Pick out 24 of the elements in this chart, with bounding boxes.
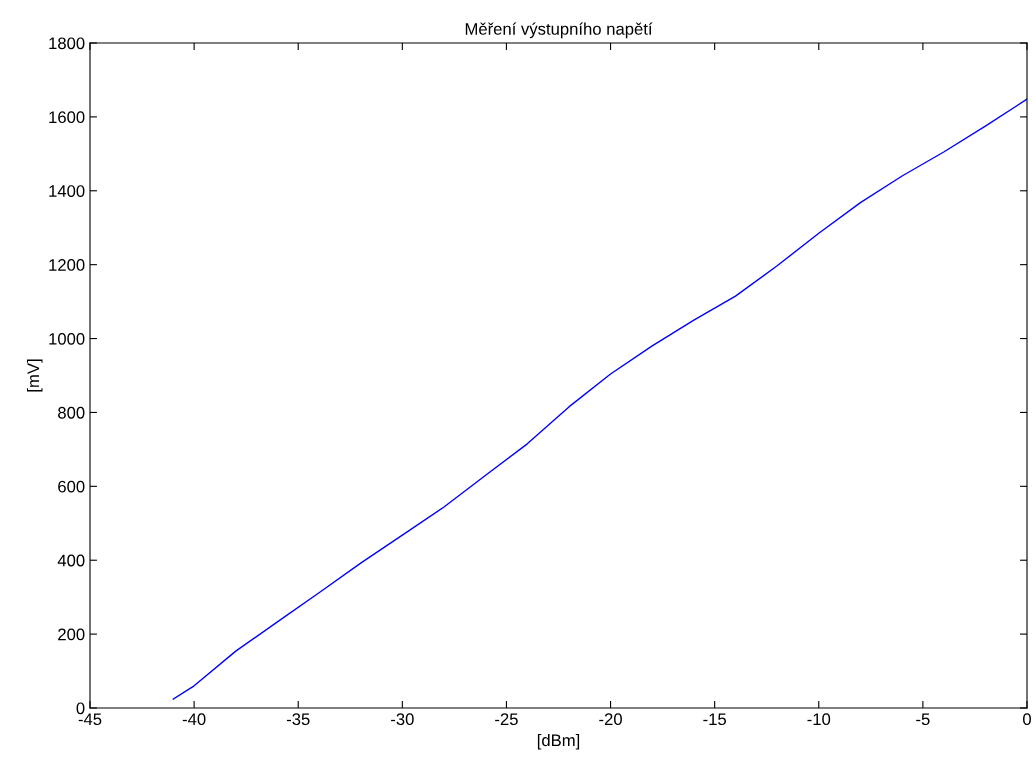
x-tick-label: -5 [916,713,930,726]
y-tick-label: 0 [76,702,85,715]
chart-title: Měření výstupního napětí [465,22,653,39]
x-tick-label: -45 [78,713,102,726]
x-tick-label: -10 [807,713,831,726]
y-tick-label: 800 [58,406,85,419]
y-tick-label: 400 [57,554,85,567]
y-tick-label: 1800 [49,37,85,50]
y-tick-label: 1000 [49,332,85,345]
line-series [172,98,1027,700]
x-tick-label: -40 [182,713,206,726]
y-tick-label: 1200 [49,259,85,271]
x-tick-label: -25 [495,713,518,726]
y-tick-label: 200 [58,628,85,641]
x-axis-title: [dBm] [537,733,580,750]
x-tick-label: -35 [286,713,310,726]
y-axis-title: [mV] [26,359,43,392]
x-tick-label: -30 [391,713,414,726]
y-tick-label: 1400 [49,185,85,197]
x-tick-label: -20 [599,713,622,726]
x-tick-label: -15 [703,713,727,726]
y-tick-label: 600 [58,480,85,493]
y-tick-label: 1600 [49,111,85,124]
x-tick-label: 0 [1023,713,1031,726]
